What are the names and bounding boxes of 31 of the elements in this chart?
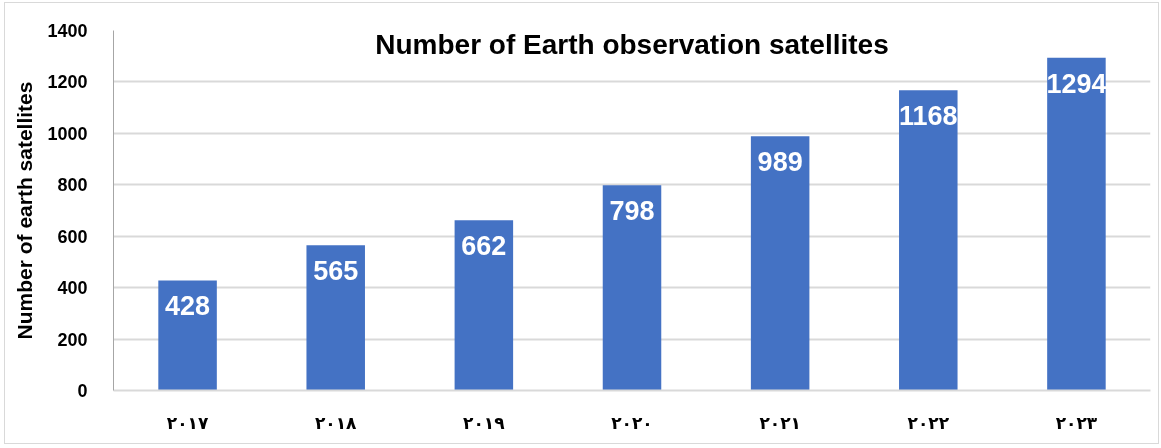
x-tick-label: ٢٠١٨ (314, 412, 358, 433)
y-tick-label: 600 (57, 226, 88, 247)
y-tick-label: 1400 (47, 21, 88, 41)
data-label: 1168 (899, 101, 958, 132)
y-tick-label: 200 (57, 329, 88, 350)
data-label: 565 (313, 256, 359, 287)
y-tick-label: 0 (77, 381, 88, 401)
data-label: 798 (609, 196, 655, 227)
bar (1047, 57, 1106, 391)
y-tick-label: 1200 (47, 72, 88, 93)
bar (306, 245, 365, 391)
bar (899, 90, 958, 391)
y-tick-label: 400 (57, 278, 88, 299)
data-label: 662 (461, 231, 507, 262)
x-tick-label: ٢٠٢٢ (907, 412, 950, 433)
bar (158, 280, 217, 391)
x-tick-label: ٢٠٢٠ (611, 412, 653, 433)
x-tick-label: ٢٠١٧ (166, 412, 209, 433)
y-axis-title: Number of earth satellites (13, 81, 37, 340)
chart-title: Number of Earth observation satellites (375, 28, 889, 60)
bar (750, 136, 810, 391)
data-label: 428 (165, 291, 211, 322)
data-label: 1294 (1046, 68, 1107, 99)
bar (602, 185, 662, 391)
bar (454, 220, 514, 391)
x-tick-label: ٢٠٢١ (759, 412, 801, 433)
x-tick-label: ٢٠١٩ (463, 412, 506, 433)
y-tick-label: 1000 (47, 123, 88, 144)
y-tick-label: 800 (57, 175, 88, 196)
x-tick-label: ٢٠٢٣ (1055, 412, 1098, 433)
data-label: 989 (757, 147, 803, 178)
